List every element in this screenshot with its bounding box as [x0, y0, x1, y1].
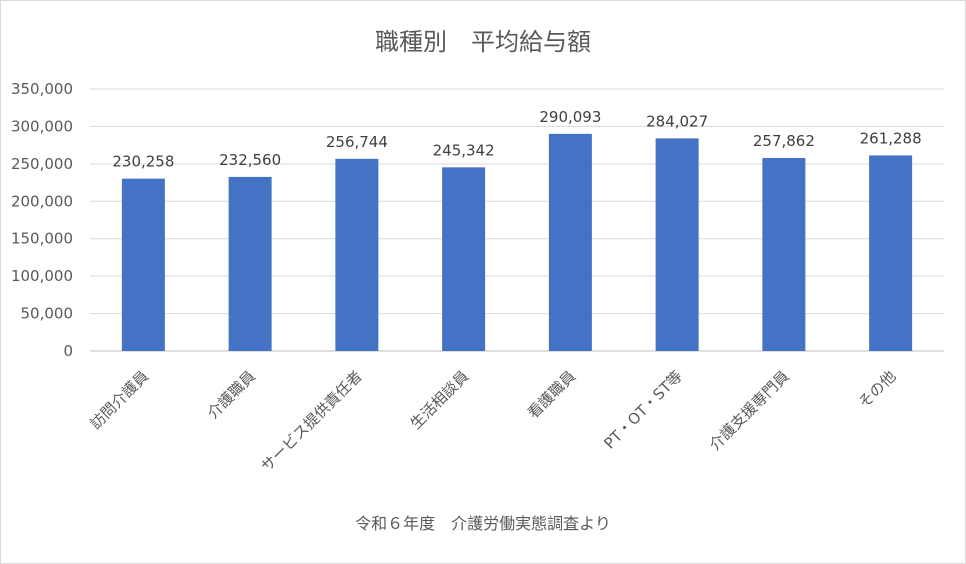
data-label: 230,258: [112, 153, 174, 171]
y-tick-label: 250,000: [11, 155, 73, 173]
bar: [335, 158, 379, 351]
y-tick-label: 0: [63, 342, 73, 360]
source-note: 令和６年度 介護労働実態調査より: [355, 514, 611, 533]
bar: [121, 178, 165, 351]
bar: [869, 155, 913, 351]
chart-title: 職種別 平均給与額: [375, 28, 591, 56]
x-tick-label: 介護職員: [204, 367, 259, 422]
data-label: 284,027: [646, 112, 708, 130]
data-label: 257,862: [753, 132, 815, 150]
bar: [442, 167, 486, 351]
data-label: 290,093: [539, 108, 601, 126]
y-tick-label: 100,000: [11, 267, 73, 285]
x-tick-label: その他: [855, 367, 900, 412]
bars: [121, 133, 913, 351]
bar: [655, 138, 699, 351]
y-tick-label: 150,000: [11, 230, 73, 248]
data-label: 256,744: [326, 133, 388, 151]
data-labels: 230,258 232,560 256,744 245,342 290,093 284,0…: [112, 108, 921, 171]
bar: [762, 157, 806, 351]
y-axis-ticks: 0 50,000 100,000 150,000 200,000 250,000 300,0…: [11, 80, 73, 360]
y-tick-label: 50,000: [21, 305, 74, 323]
x-tick-label: 訪問介護員: [86, 367, 152, 433]
x-tick-label: PT・OT・ST等: [600, 367, 685, 452]
bar: [228, 176, 272, 351]
x-tick-label: 生活相談員: [407, 367, 473, 433]
data-label: 245,342: [433, 141, 495, 159]
x-tick-label: 看護職員: [524, 367, 579, 422]
x-tick-label: 介護支援専門員: [706, 367, 793, 454]
y-tick-label: 200,000: [11, 192, 73, 210]
data-label: 261,288: [860, 129, 922, 147]
data-label: 232,560: [219, 151, 281, 169]
y-tick-label: 300,000: [11, 117, 73, 135]
x-tick-label: サービス提供責任者: [258, 367, 366, 475]
grid-lines: [90, 88, 944, 352]
y-tick-label: 350,000: [11, 80, 73, 98]
bar: [548, 133, 592, 351]
